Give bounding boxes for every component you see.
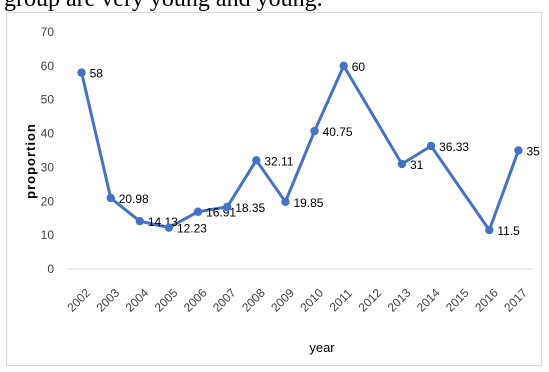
data-point <box>485 225 494 235</box>
x-tick-label: 2010 <box>297 286 326 315</box>
data-label: 11.5 <box>497 224 520 238</box>
chart-frame <box>6 12 542 366</box>
y-tick-label: 70 <box>41 25 55 39</box>
data-point <box>164 223 174 232</box>
data-label: 31 <box>410 158 424 172</box>
x-tick-label: 2004 <box>123 286 152 315</box>
data-label: 35 <box>526 145 540 159</box>
x-tick-label: 2016 <box>472 286 501 315</box>
data-point <box>252 156 261 165</box>
data-point <box>514 146 523 155</box>
data-label: 32.11 <box>264 154 293 168</box>
data-point <box>77 68 86 77</box>
x-tick-label: 2011 <box>327 286 355 314</box>
data-label: 60 <box>352 60 366 74</box>
y-tick-label: 40 <box>41 127 55 141</box>
top-caption: group are very young and young. <box>4 0 323 13</box>
data-point <box>135 216 145 226</box>
data-label: 18.35 <box>235 201 265 215</box>
data-point <box>426 141 436 151</box>
data-point <box>339 61 348 71</box>
x-tick-label: 2012 <box>356 286 385 315</box>
x-tick-label: 2017 <box>501 286 530 315</box>
x-tick-label: 2007 <box>210 286 239 315</box>
data-point <box>106 193 115 203</box>
x-tick-label: 2008 <box>239 286 268 315</box>
y-tick-label: 60 <box>41 59 55 73</box>
x-tick-label: 2013 <box>385 286 414 315</box>
data-point <box>222 202 232 212</box>
data-point <box>281 197 290 206</box>
data-label: 16.91 <box>206 206 236 220</box>
y-tick-group: 0 10 20 30 40 50 60 70 <box>41 25 55 276</box>
data-point <box>193 207 203 216</box>
data-label: 36.33 <box>439 140 469 154</box>
x-tick-label: 2003 <box>93 286 122 315</box>
x-tick-label: 2015 <box>443 286 472 315</box>
y-axis-title: proportion <box>23 123 38 199</box>
y-tick-label: 20 <box>41 194 55 208</box>
data-label: 58 <box>90 67 104 81</box>
y-tick-label: 0 <box>47 262 54 276</box>
x-tick-label: 2002 <box>64 286 93 315</box>
series-line <box>80 64 520 232</box>
y-tick-label: 10 <box>41 228 55 242</box>
x-tick-label: 2009 <box>268 286 297 315</box>
data-label: 20.98 <box>119 192 149 206</box>
y-tick-label: 30 <box>41 160 55 174</box>
data-label: 12.23 <box>177 222 207 236</box>
x-tick-label: 2005 <box>152 286 181 315</box>
y-tick-label: 50 <box>41 93 55 107</box>
series-group: 58 20.98 14.13 12.23 16.91 18.35 32.11 19.85 40.… <box>77 60 540 238</box>
data-point <box>310 126 319 136</box>
x-tick-group: 2002 2003 2004 2005 2006 2007 2008 2009 2010 2011… <box>64 268 533 315</box>
data-label: 14.13 <box>148 215 178 229</box>
data-label: 40.75 <box>323 125 353 139</box>
x-tick-label: 2006 <box>181 286 210 315</box>
x-axis-title: year <box>309 340 335 355</box>
data-label: 19.85 <box>293 196 323 210</box>
data-point <box>397 159 407 169</box>
x-tick-label: 2014 <box>414 286 443 315</box>
